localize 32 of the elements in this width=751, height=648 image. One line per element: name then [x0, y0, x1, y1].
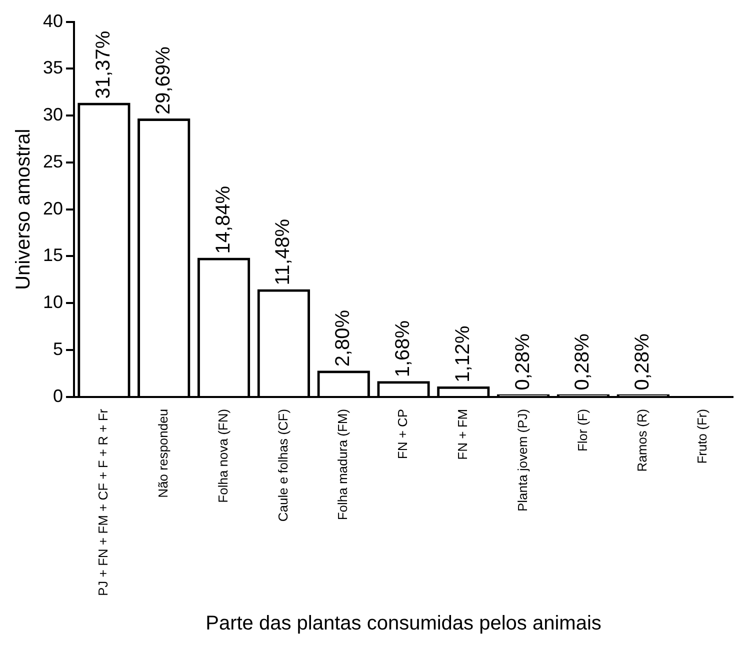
data-label: 0,28% [572, 333, 594, 390]
y-tick-label: 0 [53, 386, 64, 406]
y-tick-label: 20 [42, 198, 64, 218]
x-tick-label: Planta jovem (PJ) [514, 408, 530, 512]
x-tick-label: Não respondeu [155, 408, 170, 498]
y-tick-label: 35 [42, 58, 64, 78]
data-label: 2,80% [332, 310, 354, 367]
data-label: 1,68% [392, 320, 414, 378]
data-label: 0,28% [632, 333, 654, 390]
y-tick-label: 15 [42, 245, 64, 266]
x-tick-label: Flor (F) [574, 408, 590, 452]
y-tick-label: 25 [42, 151, 64, 172]
y-tick-label: 10 [42, 292, 64, 312]
x-tick-label: Caule e folhas (CF) [275, 408, 290, 522]
y-tick-label: 5 [53, 338, 64, 359]
y-axis-title: Universo amostral [12, 128, 35, 290]
x-tick-label: FN + FM [454, 408, 470, 460]
x-tick-label: FN + CP [395, 408, 410, 460]
data-label: 31,37% [92, 30, 114, 99]
x-tick-label: Folha madura (FM) [335, 408, 350, 520]
data-label: 29,69% [152, 46, 174, 114]
y-tick-label: 40 [42, 10, 64, 31]
data-label: 11,48% [272, 218, 294, 286]
x-tick-label: Fruto (Fr) [694, 408, 710, 464]
x-tick-label: Ramos (R) [634, 408, 650, 472]
data-label: 0,28% [512, 333, 534, 390]
x-tick-label: Folha nova (FN) [215, 408, 230, 503]
data-label: 14,84% [212, 186, 234, 254]
y-tick-label: 30 [42, 104, 64, 125]
x-axis-title: Parte das plantas consumidas pelos animais [206, 612, 602, 635]
x-tick-label: PJ + FN + FM + CF + F + R + Fr [96, 408, 111, 596]
data-label: 1,12% [452, 325, 474, 382]
